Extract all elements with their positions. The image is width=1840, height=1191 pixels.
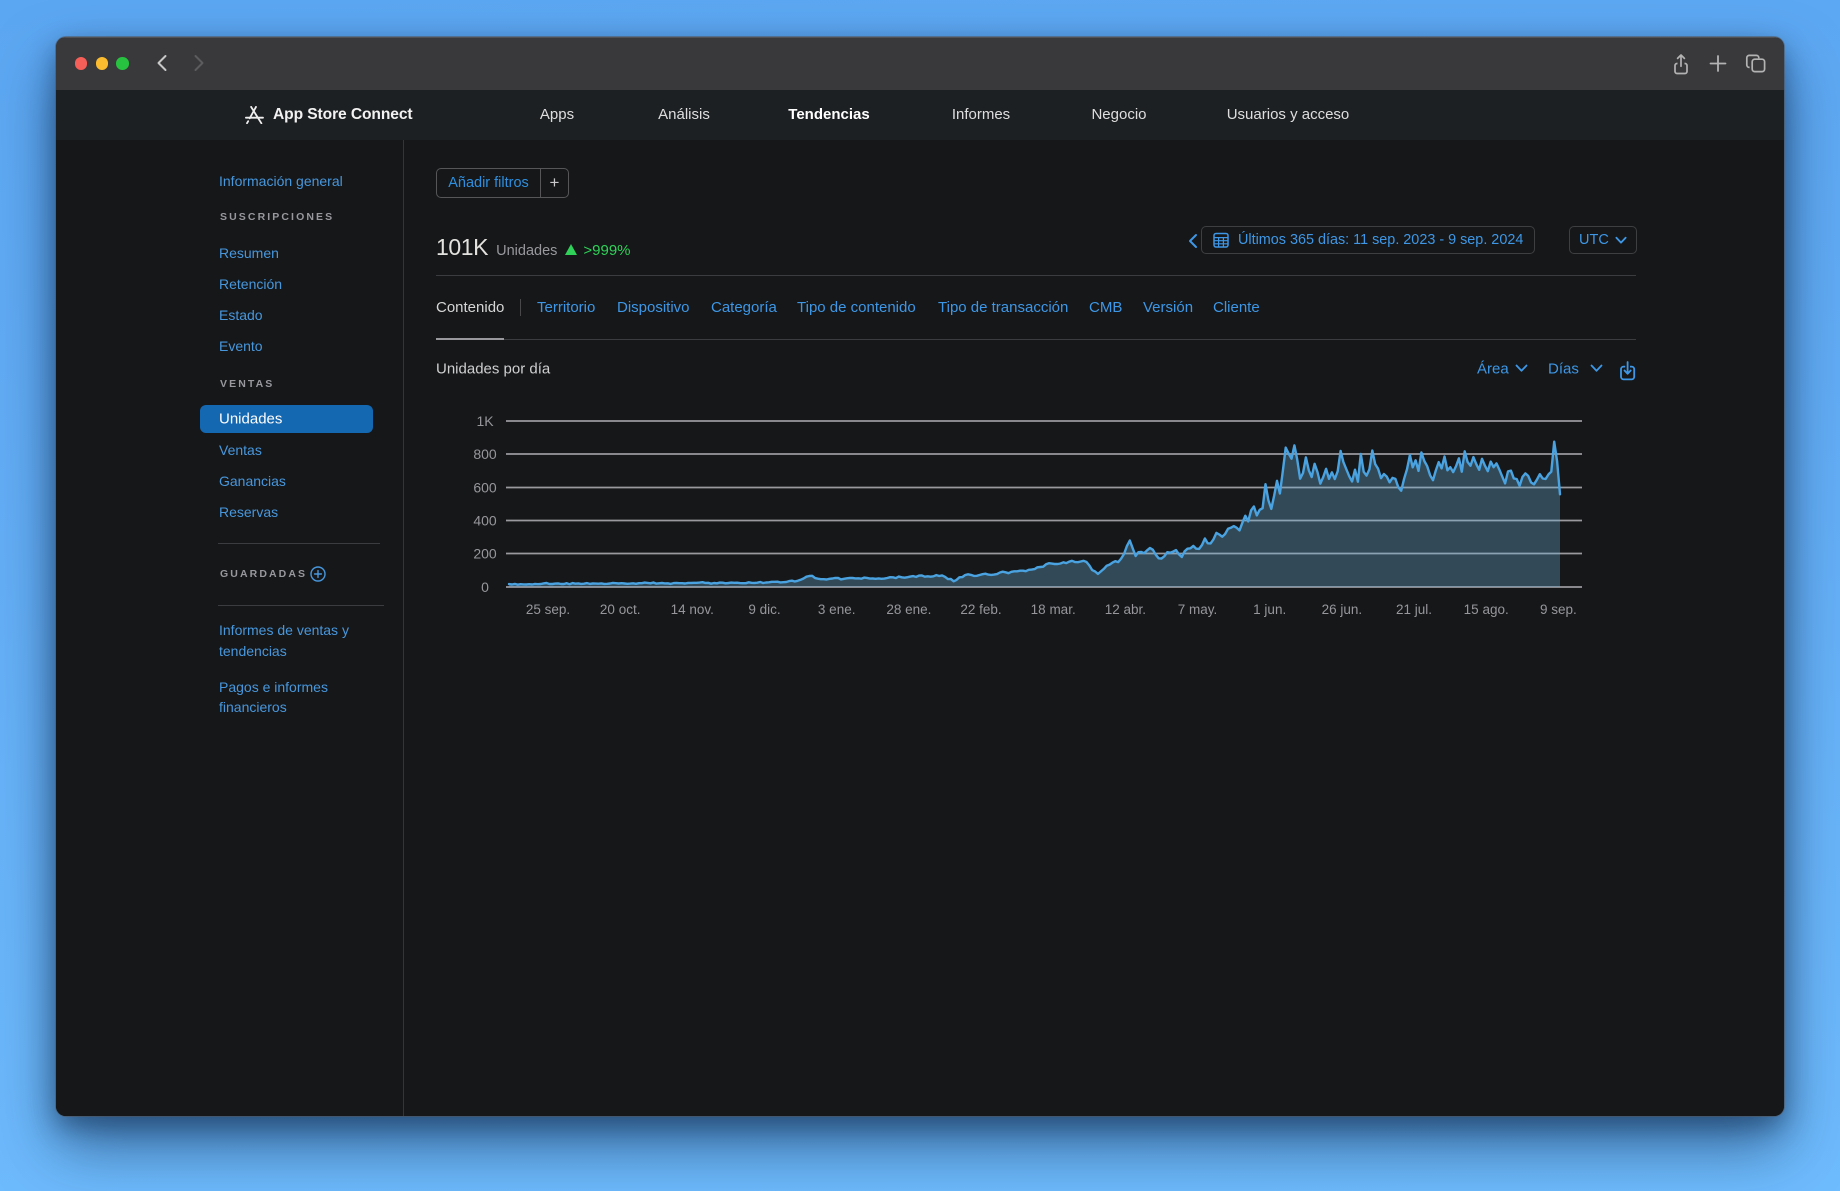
svg-text:3 ene.: 3 ene. — [818, 602, 856, 617]
svg-text:28 ene.: 28 ene. — [886, 602, 931, 617]
svg-text:1 jun.: 1 jun. — [1253, 602, 1286, 617]
svg-text:800: 800 — [473, 446, 497, 462]
svg-text:12 abr.: 12 abr. — [1105, 602, 1146, 617]
svg-text:25 sep.: 25 sep. — [526, 602, 570, 617]
svg-text:9 dic.: 9 dic. — [748, 602, 780, 617]
svg-text:22 feb.: 22 feb. — [960, 602, 1001, 617]
svg-text:18 mar.: 18 mar. — [1031, 602, 1076, 617]
svg-text:9 sep.: 9 sep. — [1540, 602, 1577, 617]
svg-text:7 may.: 7 may. — [1178, 602, 1218, 617]
svg-text:0: 0 — [481, 579, 489, 595]
svg-text:21 jul.: 21 jul. — [1396, 602, 1432, 617]
svg-text:15 ago.: 15 ago. — [1464, 602, 1509, 617]
svg-text:20 oct.: 20 oct. — [600, 602, 641, 617]
svg-text:14 nov.: 14 nov. — [671, 602, 714, 617]
svg-text:1K: 1K — [476, 413, 494, 429]
svg-text:400: 400 — [473, 513, 497, 529]
svg-text:200: 200 — [473, 546, 497, 562]
svg-text:600: 600 — [473, 480, 497, 496]
svg-text:26 jun.: 26 jun. — [1322, 602, 1363, 617]
